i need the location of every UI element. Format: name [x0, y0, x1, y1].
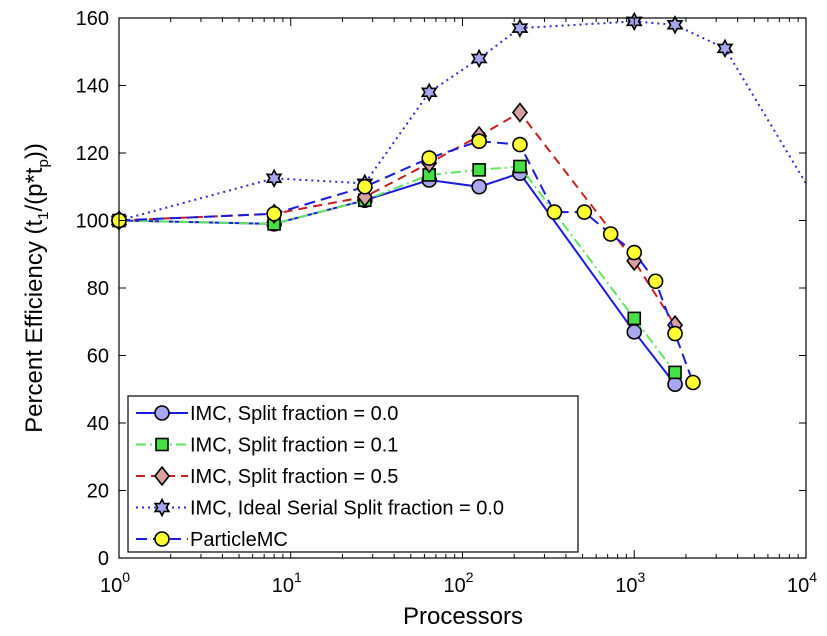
y-tick-label: 160: [76, 8, 109, 30]
series-line: [119, 172, 676, 385]
data-point: [626, 324, 643, 340]
y-axis-title-main: Percent Efficiency (t: [21, 220, 48, 433]
y-tick-label: 120: [76, 143, 109, 165]
data-point: [512, 136, 528, 153]
y-axis-title-sub1: 1: [35, 212, 52, 220]
data-point: [513, 159, 527, 174]
series-4: [111, 133, 701, 391]
y-axis-title: Percent Efficiency (t1/(p*tp)): [21, 143, 52, 433]
data-point: [626, 244, 643, 261]
series-layer: [110, 11, 806, 392]
y-tick-label: 140: [76, 76, 109, 98]
x-tick-label-exponent: 1: [294, 569, 302, 585]
x-tick-label-exponent: 3: [637, 569, 645, 585]
legend-label: IMC, Split fraction = 0.0: [190, 403, 398, 425]
x-tick-label-base: 10: [272, 575, 294, 597]
data-point: [576, 204, 593, 220]
data-point: [421, 150, 438, 166]
y-axis-title-mid: /(p*t: [21, 167, 48, 211]
series-3: [110, 11, 806, 231]
x-axis-title: Processors: [403, 603, 523, 630]
x-tick-label-exponent: 4: [809, 569, 817, 585]
x-tick-label: 103: [615, 569, 645, 597]
series-0: [111, 165, 683, 392]
x-tick-label-base: 10: [615, 575, 637, 597]
y-tick-label: 100: [76, 211, 109, 233]
data-point: [668, 365, 682, 380]
data-point: [546, 204, 563, 220]
x-tick-label-base: 10: [787, 575, 809, 597]
data-point: [471, 133, 487, 149]
y-tick-label: 40: [87, 413, 109, 435]
data-point: [667, 325, 683, 342]
legend-label: ParticleMC: [190, 529, 288, 551]
data-point: [511, 18, 529, 38]
series-line-group: [119, 140, 694, 383]
legend-label: IMC, Split fraction = 0.1: [190, 435, 398, 457]
data-point: [666, 15, 684, 35]
series-line: [119, 140, 694, 383]
x-tick-label-exponent: 2: [466, 569, 474, 585]
series-line-group: [119, 165, 676, 374]
x-tick-label: 100: [100, 569, 130, 597]
y-tick-label: 20: [87, 481, 109, 503]
data-point: [667, 376, 683, 392]
y-axis-title-end: )): [21, 143, 48, 159]
data-point: [357, 178, 373, 195]
legend-label: IMC, Split fraction = 0.5: [190, 466, 398, 488]
data-point: [647, 273, 664, 290]
legend-marker: [153, 465, 171, 487]
y-tick-label: 80: [87, 278, 109, 300]
data-point: [716, 38, 734, 59]
series-line-group: [119, 20, 806, 222]
data-point: [420, 82, 438, 103]
legend-marker: [155, 437, 169, 452]
legend: IMC, Split fraction = 0.0 IMC, Split frac…: [127, 395, 579, 553]
data-point: [471, 178, 487, 195]
x-tick-label: 102: [443, 569, 473, 597]
y-tick-label: 60: [87, 346, 109, 368]
legend-box: [127, 395, 579, 553]
series-line-group: [119, 172, 676, 385]
x-tick-label: 104: [787, 569, 817, 597]
data-point: [266, 205, 282, 222]
legend-marker: [154, 531, 170, 547]
series-line: [119, 20, 806, 222]
x-tick-label: 101: [272, 569, 302, 597]
data-point: [685, 374, 701, 391]
series-1: [112, 159, 682, 380]
series-line: [119, 165, 676, 374]
y-axis-title-sub2: p: [35, 159, 52, 167]
legend-marker: [154, 405, 170, 421]
data-point: [470, 48, 488, 69]
x-tick-label-base: 10: [443, 575, 465, 597]
data-point: [627, 311, 642, 326]
data-point: [472, 163, 486, 177]
data-point: [265, 168, 283, 189]
y-tick-label: 0: [98, 548, 109, 570]
x-tick-label-exponent: 0: [122, 569, 130, 585]
data-point: [511, 102, 528, 123]
x-tick-label-base: 10: [100, 575, 122, 597]
legend-marker: [153, 497, 171, 518]
data-point: [602, 226, 619, 242]
legend-label: IMC, Ideal Serial Split fraction = 0.0: [190, 498, 504, 520]
